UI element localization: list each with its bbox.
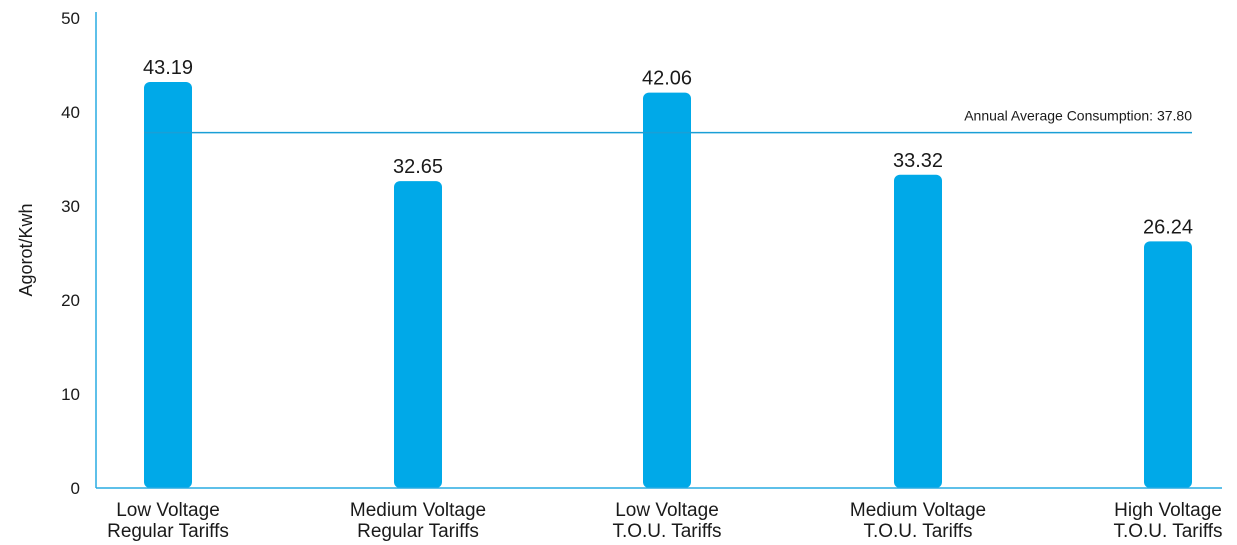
bar: [643, 92, 691, 489]
x-tick-label: Low Voltage: [116, 500, 220, 521]
x-tick-label: Low Voltage: [615, 500, 719, 521]
y-axis-title: Agorot/Kwh: [16, 203, 36, 296]
annual-average-label: Annual Average Consumption: 37.80: [964, 108, 1192, 124]
bar: [394, 181, 442, 488]
value-label: 26.24: [1143, 216, 1193, 238]
value-label: 42.06: [642, 68, 692, 90]
bar: [144, 82, 192, 488]
bar: [894, 174, 942, 489]
value-label: 33.32: [893, 150, 943, 172]
x-tick-label: T.O.U. Tariffs: [1113, 521, 1222, 542]
bars: [144, 82, 1192, 489]
y-tick-label: 0: [71, 479, 80, 498]
y-tick-label: 50: [61, 9, 80, 28]
value-label: 43.19: [143, 57, 193, 79]
value-labels: 43.19 32.65 42.06 33.32 26.24: [143, 57, 1193, 238]
x-tick-label: High Voltage: [1114, 500, 1222, 521]
x-tick-label: Medium Voltage: [350, 500, 486, 521]
x-tick-label: Medium Voltage: [850, 500, 986, 521]
x-tick-label: Regular Tariffs: [107, 521, 229, 542]
y-tick-label: 10: [61, 385, 80, 404]
x-tick-label: T.O.U. Tariffs: [612, 521, 721, 542]
x-tick-label: T.O.U. Tariffs: [863, 521, 972, 542]
y-tick-label: 30: [61, 197, 80, 216]
bar: [1144, 241, 1192, 488]
x-tick-label: Regular Tariffs: [357, 521, 479, 542]
value-label: 32.65: [393, 156, 443, 178]
y-axis-ticks: 0 10 20 30 40 50: [61, 9, 80, 498]
y-tick-label: 40: [61, 103, 80, 122]
y-tick-label: 20: [61, 291, 80, 310]
